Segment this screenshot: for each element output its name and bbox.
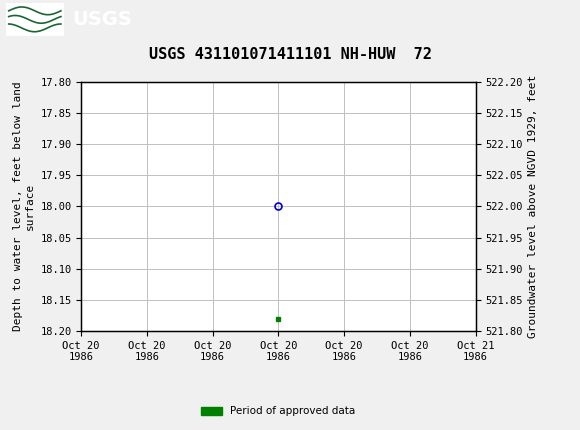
Y-axis label: Depth to water level, feet below land
surface: Depth to water level, feet below land su…	[13, 82, 35, 331]
Text: USGS: USGS	[72, 10, 132, 29]
Bar	[6, 3, 64, 36]
Text: USGS 431101071411101 NH-HUW  72: USGS 431101071411101 NH-HUW 72	[148, 47, 432, 62]
Y-axis label: Groundwater level above NGVD 1929, feet: Groundwater level above NGVD 1929, feet	[528, 75, 538, 338]
Legend: Period of approved data: Period of approved data	[197, 402, 360, 421]
